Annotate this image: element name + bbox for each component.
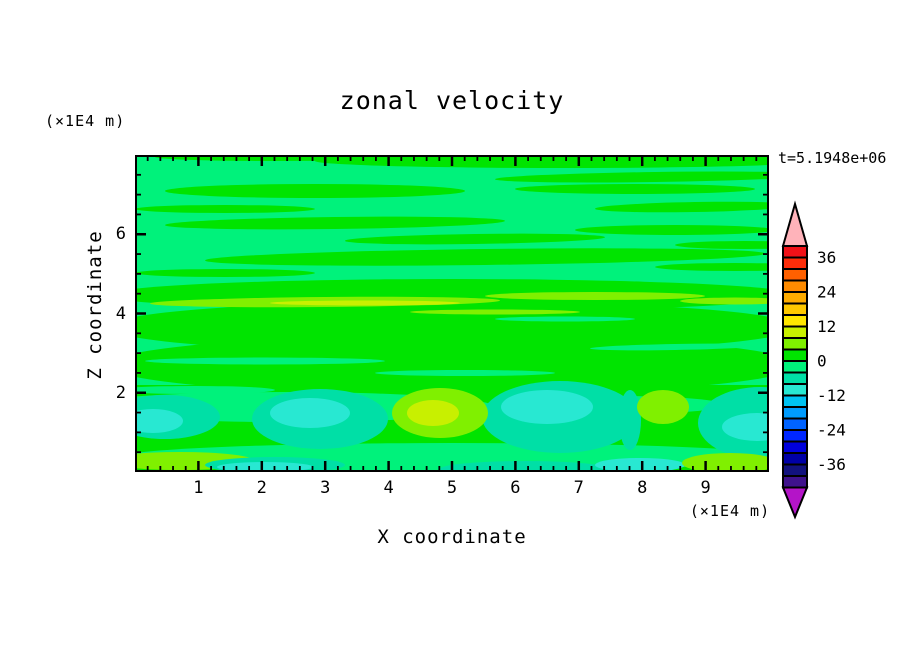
x-tick-label: 8	[637, 478, 648, 498]
chart-title: zonal velocity	[339, 86, 565, 115]
colorbar-label: 24	[817, 283, 836, 302]
y-tick-label: 2	[115, 382, 126, 403]
x-axis-unit-label: (×1E4 m)	[689, 502, 771, 520]
colorbar-label: 0	[817, 352, 827, 371]
colorbar-label: -12	[817, 386, 846, 405]
y-tick-label: 6	[115, 224, 126, 245]
colorbar-label: -24	[817, 421, 846, 440]
x-tick-label: 6	[510, 478, 521, 498]
contour-field	[135, 155, 769, 472]
y-tick-label: 4	[115, 303, 126, 324]
x-tick-label: 1	[193, 478, 204, 498]
colorbar-label: 36	[817, 248, 836, 267]
x-tick-label: 9	[700, 478, 711, 498]
x-tick-label: 5	[446, 478, 458, 498]
x-tick-label: 2	[256, 478, 267, 498]
colorbar-label: -36	[817, 455, 846, 474]
x-axis-title: X coordinate	[377, 526, 527, 548]
colorbar: 36 24 12 0 -12 -24 -36	[781, 200, 846, 520]
x-tick-label: 3	[320, 478, 331, 498]
y-axis-unit-label: (×1E4 m)	[45, 112, 126, 130]
contour-plot	[135, 155, 769, 472]
colorbar-label: 12	[817, 317, 836, 336]
x-tick-label: 7	[573, 478, 584, 498]
x-tick-label: 4	[383, 478, 394, 498]
time-annotation: t=5.1948e+06	[778, 149, 887, 167]
